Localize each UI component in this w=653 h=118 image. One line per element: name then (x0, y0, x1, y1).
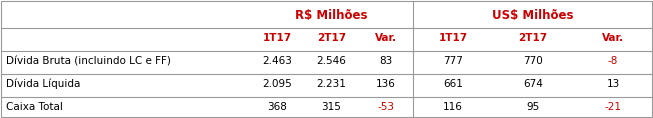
Text: Var.: Var. (375, 33, 397, 43)
Text: 674: 674 (523, 79, 543, 89)
Text: Caixa Total: Caixa Total (6, 102, 63, 112)
Text: 661: 661 (443, 79, 463, 89)
Text: -8: -8 (608, 56, 618, 66)
Text: 136: 136 (376, 79, 396, 89)
Text: 368: 368 (267, 102, 287, 112)
Text: 2T17: 2T17 (518, 33, 548, 43)
Text: 2T17: 2T17 (317, 33, 346, 43)
Text: 1T17: 1T17 (263, 33, 292, 43)
Text: Dívida Líquida: Dívida Líquida (6, 79, 80, 89)
Text: 1T17: 1T17 (438, 33, 468, 43)
Text: R$ Milhões: R$ Milhões (295, 8, 368, 21)
Text: -21: -21 (605, 102, 622, 112)
Text: 83: 83 (379, 56, 392, 66)
Text: 2.546: 2.546 (317, 56, 347, 66)
Text: 770: 770 (523, 56, 543, 66)
Text: 315: 315 (321, 102, 342, 112)
Text: Dívida Bruta (incluindo LC e FF): Dívida Bruta (incluindo LC e FF) (6, 56, 171, 66)
Text: US$ Milhões: US$ Milhões (492, 8, 574, 21)
Text: 2.095: 2.095 (263, 79, 292, 89)
Text: 95: 95 (526, 102, 539, 112)
Text: 777: 777 (443, 56, 463, 66)
Text: 2.463: 2.463 (263, 56, 292, 66)
Text: 13: 13 (607, 79, 620, 89)
Text: -53: -53 (377, 102, 394, 112)
Text: Var.: Var. (602, 33, 624, 43)
Text: 116: 116 (443, 102, 463, 112)
Text: 2.231: 2.231 (317, 79, 347, 89)
